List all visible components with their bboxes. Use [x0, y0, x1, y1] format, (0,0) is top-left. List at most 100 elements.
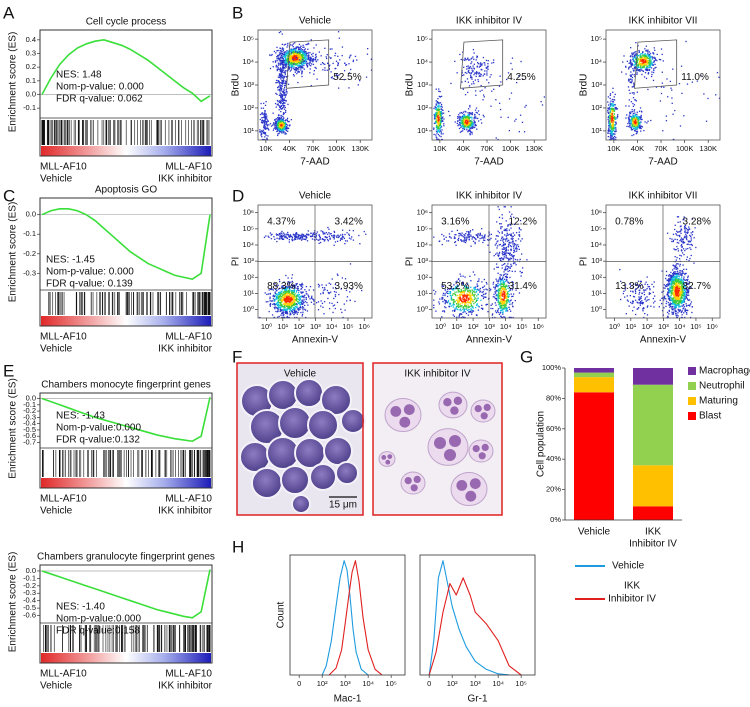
cell-event [298, 65, 301, 67]
cell-event [467, 115, 469, 117]
cell-event [280, 115, 282, 117]
cell-event [274, 291, 276, 293]
cell-event [308, 234, 310, 236]
cell-event [641, 51, 644, 54]
cell-event [469, 106, 471, 108]
cell-event [630, 78, 632, 80]
cell-event [498, 85, 501, 87]
cell-event [648, 64, 650, 67]
cell-event [281, 96, 284, 98]
cell-event [636, 132, 638, 134]
cell-event [485, 59, 488, 62]
cell-event [330, 57, 332, 59]
cell-event [633, 91, 635, 94]
cell-event [277, 302, 280, 304]
cell-event [298, 66, 300, 69]
cell-event [644, 57, 647, 59]
cell-event [281, 124, 283, 126]
cell-event [465, 117, 467, 119]
cell-event [491, 62, 493, 64]
cell-event [327, 226, 329, 229]
plot-frame [39, 392, 213, 489]
y-axis-label: Enrichment score (ES) [8, 32, 19, 133]
cell-event [298, 68, 300, 70]
cell-event [441, 138, 443, 141]
cell-event [278, 127, 280, 129]
cell-event [298, 296, 300, 298]
cell-event [500, 81, 502, 83]
cell-event [437, 122, 440, 125]
cell-event [628, 125, 630, 128]
cell-event [291, 274, 294, 276]
cell-event [283, 299, 286, 301]
cell-event [461, 112, 463, 114]
cell-event [297, 311, 299, 314]
cell-event [438, 131, 441, 133]
cell-event [323, 240, 326, 242]
cell-event [634, 130, 636, 132]
cell-event [457, 114, 460, 116]
cell-event [459, 115, 461, 118]
cell-event [287, 42, 289, 45]
cell-event [319, 238, 321, 240]
cell-event [279, 127, 282, 129]
cell-event [280, 50, 282, 52]
cell-event [627, 68, 630, 70]
cell-event [300, 56, 302, 58]
cell-event [292, 46, 294, 48]
cell-event [437, 112, 439, 115]
cell-event [298, 59, 301, 61]
cell-event [277, 89, 279, 91]
cell-event [440, 116, 442, 118]
cell-event [280, 236, 282, 238]
cell-event [441, 129, 443, 131]
cell-event [306, 52, 308, 55]
cell-event [633, 134, 635, 136]
cell-event [288, 304, 291, 306]
cell-event [277, 124, 280, 126]
cell-event [467, 115, 469, 118]
cell-event [633, 55, 636, 57]
cell-event [310, 59, 312, 62]
cell-event [640, 68, 642, 70]
cell-event [282, 115, 284, 118]
cell-event [435, 88, 437, 90]
cell-event [653, 60, 655, 62]
cell-event [467, 123, 470, 126]
cell-event [644, 59, 647, 62]
cell-event [263, 116, 266, 118]
cell-event [285, 285, 287, 288]
cell-event [294, 71, 296, 73]
cell-event [327, 297, 329, 300]
cell-event [479, 291, 481, 293]
cell-event [475, 117, 477, 120]
cell-event [294, 312, 297, 314]
cell-event [304, 289, 306, 291]
cell-event [280, 121, 282, 123]
cell-event [290, 235, 293, 238]
cell-event [298, 55, 301, 58]
cell-event [311, 238, 314, 240]
cell-event [615, 136, 617, 139]
cell-event [644, 61, 647, 63]
cell-event [639, 124, 641, 126]
cell-event [615, 130, 617, 133]
cell-event [466, 117, 468, 119]
cell-event [337, 63, 340, 65]
cell-event [283, 235, 285, 237]
cell-event [279, 75, 281, 78]
cell-event [435, 134, 437, 136]
cell-event [295, 48, 297, 51]
cell-event [457, 116, 459, 118]
cell-event [440, 105, 442, 107]
cell-event [649, 60, 652, 63]
cell-event [310, 65, 312, 67]
cell-event [612, 111, 614, 113]
cell-event [293, 58, 296, 60]
cell-event [338, 37, 340, 39]
cell-event [278, 63, 280, 65]
cell-event [614, 104, 616, 106]
cell-event [610, 137, 613, 139]
cell-event [260, 107, 263, 109]
cell-event [297, 237, 300, 239]
